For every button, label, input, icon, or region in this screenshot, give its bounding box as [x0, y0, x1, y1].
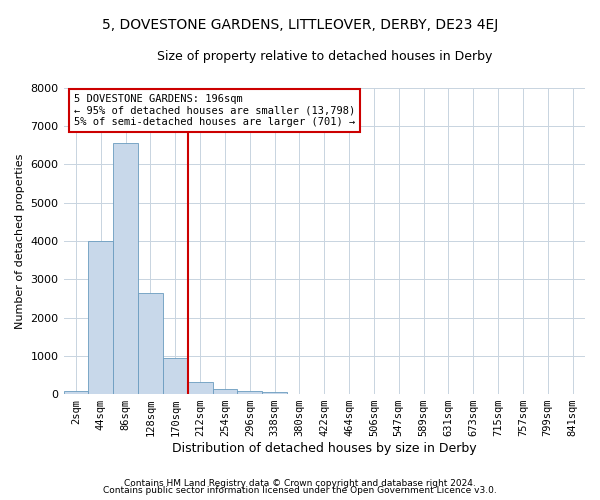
Bar — [188, 382, 212, 394]
Text: 5 DOVESTONE GARDENS: 196sqm
← 95% of detached houses are smaller (13,798)
5% of : 5 DOVESTONE GARDENS: 196sqm ← 95% of det… — [74, 94, 355, 127]
Bar — [262, 392, 287, 394]
Bar — [163, 358, 188, 394]
X-axis label: Distribution of detached houses by size in Derby: Distribution of detached houses by size … — [172, 442, 476, 455]
Bar — [64, 391, 88, 394]
Text: 5, DOVESTONE GARDENS, LITTLEOVER, DERBY, DE23 4EJ: 5, DOVESTONE GARDENS, LITTLEOVER, DERBY,… — [102, 18, 498, 32]
Bar — [212, 390, 238, 394]
Text: Contains HM Land Registry data © Crown copyright and database right 2024.: Contains HM Land Registry data © Crown c… — [124, 478, 476, 488]
Y-axis label: Number of detached properties: Number of detached properties — [15, 153, 25, 328]
Title: Size of property relative to detached houses in Derby: Size of property relative to detached ho… — [157, 50, 492, 63]
Bar — [113, 144, 138, 394]
Bar — [238, 391, 262, 394]
Text: Contains public sector information licensed under the Open Government Licence v3: Contains public sector information licen… — [103, 486, 497, 495]
Bar — [88, 241, 113, 394]
Bar — [138, 292, 163, 394]
